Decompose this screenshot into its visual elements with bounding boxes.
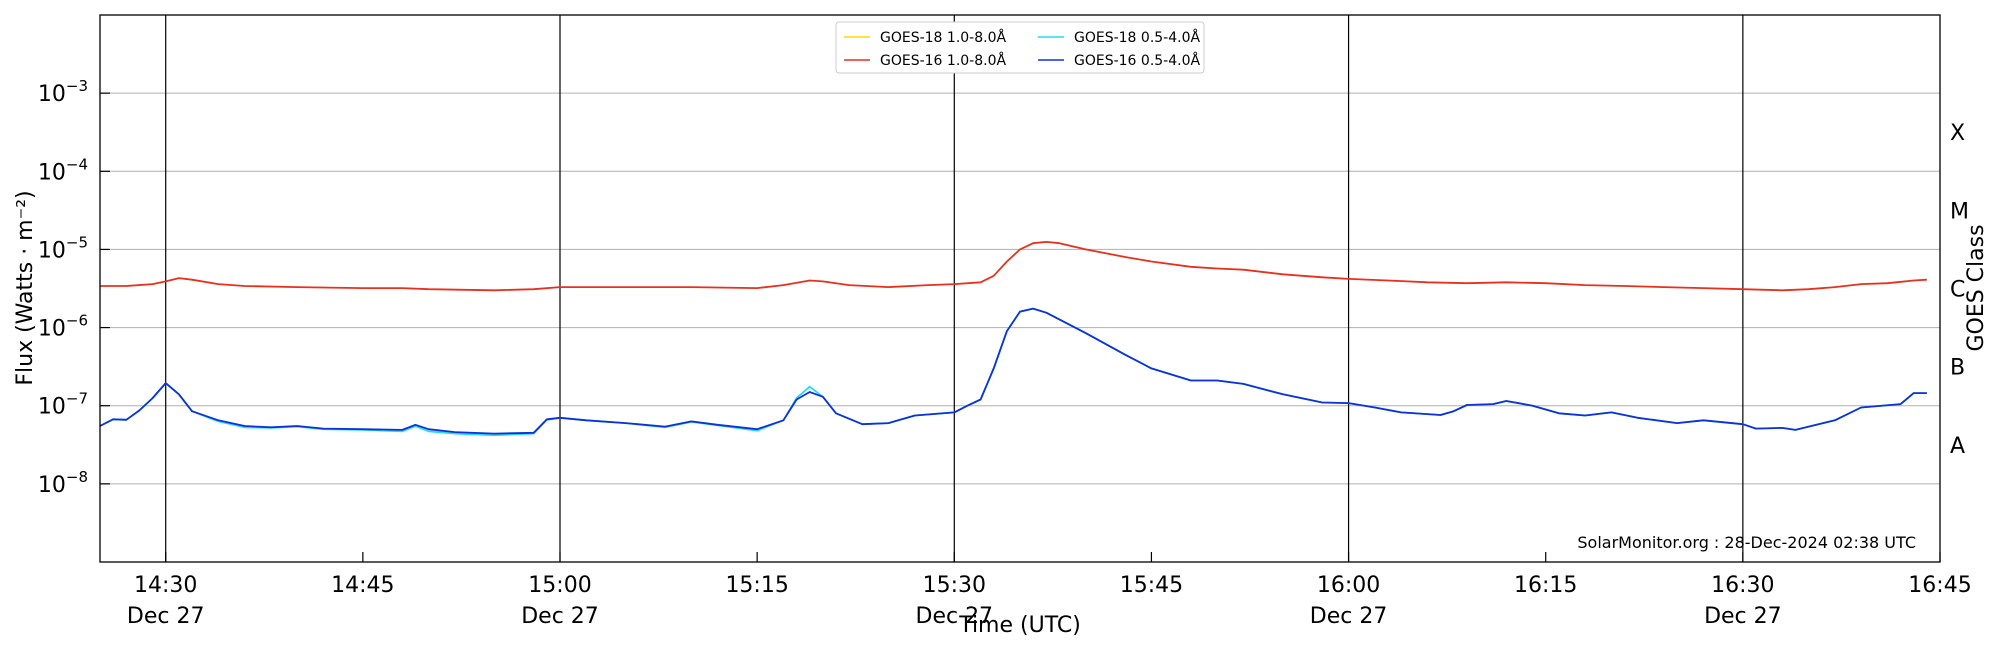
goes-class-c: C [1950, 278, 1965, 303]
y-tick-label-0: 10−8 [38, 468, 88, 498]
x-axis-ticks: 14:30 Dec 27 14:45 15:00 Dec 27 15:15 15:30 Dec… [127, 552, 1972, 629]
x-tick-date-8: Dec 27 [1704, 604, 1782, 629]
legend-label-goes16-short: GOES-16 0.5-4.0Å [1074, 52, 1200, 69]
goes-class-b: B [1950, 356, 1965, 381]
y-tick-label-5: 10−3 [38, 77, 88, 107]
x-tick-label-4: 15:30 [923, 573, 986, 598]
x-tick-date-4: Dec 27 [916, 604, 994, 629]
goes-class-a: A [1950, 434, 1965, 459]
x-tick-label-2: 15:00 [528, 573, 591, 598]
x-tick-date-0: Dec 27 [127, 604, 205, 629]
goes-class-m: M [1950, 199, 1969, 224]
legend: GOES-18 1.0-8.0Å GOES-16 1.0-8.0Å GOES-1… [835, 21, 1205, 74]
y-tick-label-4: 10−4 [38, 155, 88, 185]
y-axis-title: Flux (Watts · m⁻²) [13, 190, 38, 385]
legend-label-goes18-short: GOES-18 0.5-4.0Å [1074, 29, 1200, 46]
goes-class-x: X [1950, 121, 1965, 146]
legend-box [835, 21, 1205, 74]
x-tick-label-8: 16:30 [1711, 573, 1774, 598]
legend-label-goes16-long: GOES-16 1.0-8.0Å [880, 52, 1006, 69]
series-line-1 [100, 241, 1927, 292]
y-tick-label-3: 10−5 [38, 233, 88, 263]
x-tick-label-9: 16:45 [1908, 573, 1971, 598]
y-axis-ticks: 10−8 10−7 10−6 10−5 10−4 10−3 [38, 77, 110, 498]
plot-frame [99, 14, 1941, 563]
credit-text: SolarMonitor.org : 28-Dec-2024 02:38 UTC [1577, 533, 1916, 552]
series-lines [99, 241, 1927, 437]
x-tick-label-1: 14:45 [331, 573, 394, 598]
x-tick-label-6: 16:00 [1317, 573, 1380, 598]
y-tick-label-2: 10−6 [38, 312, 88, 342]
x-tick-label-0: 14:30 [134, 573, 197, 598]
legend-label-goes18-long: GOES-18 1.0-8.0Å [880, 29, 1006, 46]
x-tick-date-6: Dec 27 [1310, 604, 1388, 629]
x-tick-label-5: 15:45 [1120, 573, 1183, 598]
goes-class-labels: A B C M X [1950, 121, 1969, 459]
x-tick-date-2: Dec 27 [521, 604, 599, 629]
series-line-3 [99, 307, 1927, 435]
x-axis-title: Time (UTC) [958, 613, 1081, 638]
y-tick-label-1: 10−7 [38, 390, 88, 420]
right-axis-title: GOES Class [1964, 224, 1989, 351]
x-tick-label-7: 16:15 [1514, 573, 1577, 598]
x-tick-label-3: 15:15 [725, 573, 788, 598]
